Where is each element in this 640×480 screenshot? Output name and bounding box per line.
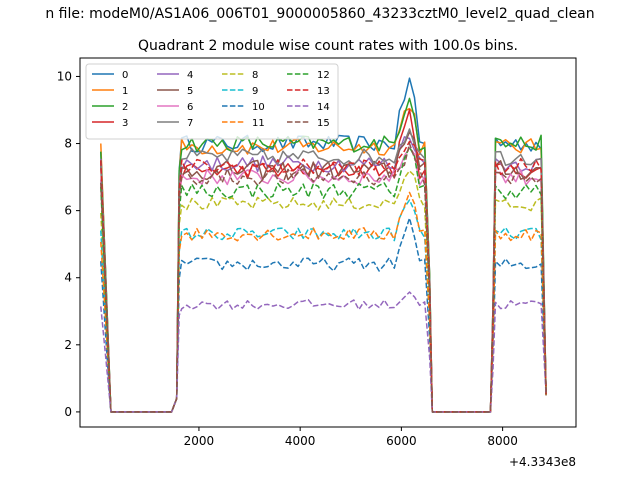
legend-label-10: 10 (252, 102, 265, 113)
y-tick-label: 4 (64, 271, 72, 285)
series-line-12 (100, 146, 547, 413)
x-axis: 2000 4000 6000 8000 (184, 427, 518, 448)
x-tick-label: 4000 (285, 434, 316, 448)
legend-label-15: 15 (317, 118, 330, 129)
legend-label-8: 8 (252, 70, 258, 81)
legend-label-5: 5 (187, 86, 193, 97)
series-line-2 (100, 97, 547, 413)
y-tick-label: 10 (57, 69, 72, 83)
series-line-11 (100, 191, 547, 413)
plot-area-frame (79, 57, 577, 428)
y-tick-label: 0 (64, 405, 72, 419)
x-tick-label: 6000 (386, 434, 417, 448)
y-axis: 0 2 4 6 8 10 (57, 69, 80, 419)
series-line-15 (100, 142, 547, 413)
legend-label-0: 0 (122, 70, 128, 81)
legend-label-7: 7 (187, 118, 193, 129)
legend-label-2: 2 (122, 102, 128, 113)
x-offset-label: +4.3343e8 (509, 455, 576, 469)
series-line-13 (100, 140, 547, 413)
legend-label-3: 3 (122, 118, 128, 129)
chart-title: Quadrant 2 module wise count rates with … (138, 38, 518, 54)
series-layer (100, 77, 547, 413)
legend-label-12: 12 (317, 70, 330, 81)
series-line-5 (100, 131, 547, 413)
series-line-10 (100, 217, 547, 413)
y-tick-label: 6 (64, 204, 72, 218)
y-tick-label: 8 (64, 137, 72, 151)
legend-label-1: 1 (122, 86, 128, 97)
series-line-1 (100, 107, 547, 413)
legend-box (85, 63, 339, 140)
series-line-9 (100, 199, 547, 413)
x-tick-label: 2000 (184, 434, 215, 448)
legend-label-11: 11 (252, 118, 265, 129)
legend-label-6: 6 (187, 102, 193, 113)
legend-label-13: 13 (317, 86, 330, 97)
legend-label-4: 4 (187, 70, 193, 81)
legend-label-9: 9 (252, 86, 258, 97)
series-line-8 (100, 170, 547, 413)
series-line-14 (100, 291, 547, 413)
y-tick-label: 2 (64, 338, 72, 352)
x-tick-label: 8000 (487, 434, 518, 448)
legend-label-14: 14 (317, 102, 330, 113)
series-line-3 (100, 109, 547, 413)
figure-suptitle: n file: modeM0/AS1A06_006T01_9000005860_… (45, 6, 594, 22)
series-line-6 (100, 146, 547, 413)
